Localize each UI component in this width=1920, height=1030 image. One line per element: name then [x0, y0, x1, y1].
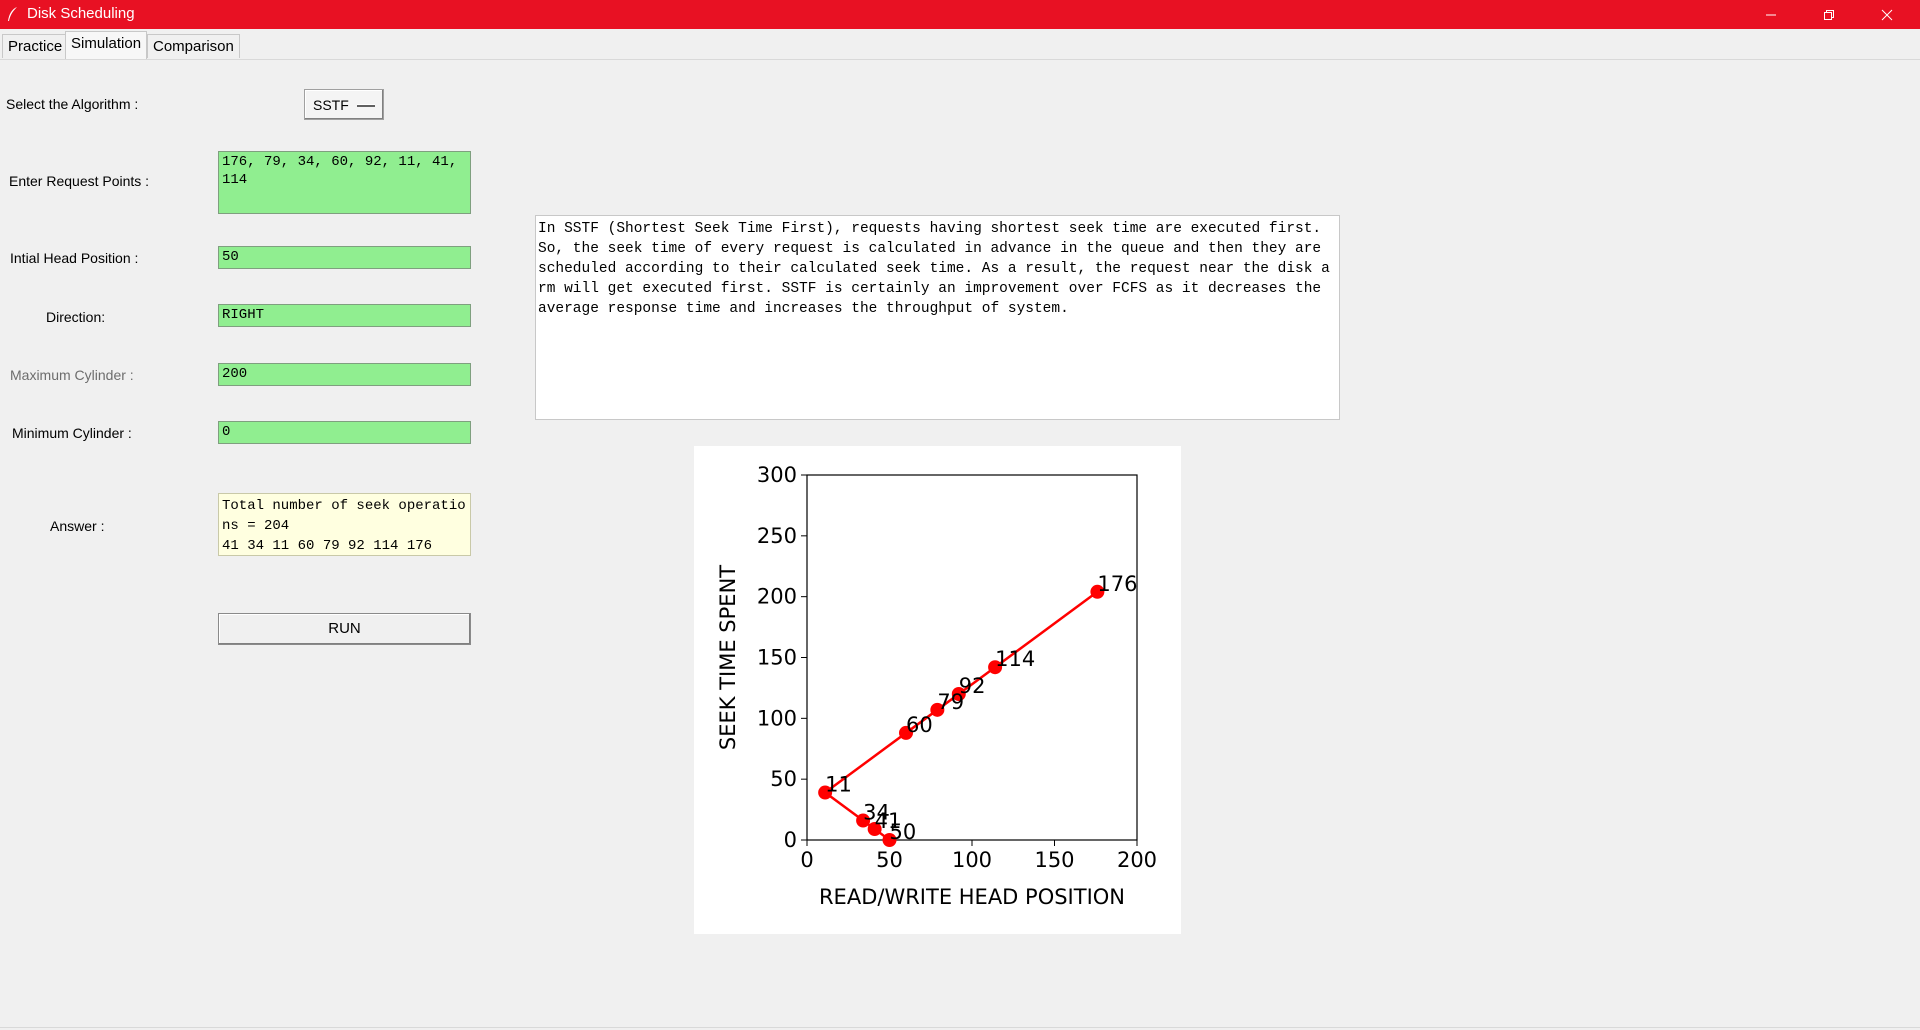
run-button[interactable]: RUN	[218, 613, 471, 645]
y-tick-label: 50	[770, 767, 797, 791]
data-label: 176	[1097, 572, 1137, 596]
data-point	[882, 833, 897, 847]
y-axis-label: SEEK TIME SPENT	[716, 565, 740, 750]
answer-label: Answer :	[50, 518, 105, 534]
answer-output: Total number of seek operations = 204 41…	[218, 493, 471, 556]
request-points-input[interactable]: 176, 79, 34, 60, 92, 11, 41, 114	[218, 151, 471, 214]
title-bar: Disk Scheduling	[0, 0, 1920, 29]
window-bottom-border	[0, 1027, 1920, 1028]
data-label: 79	[937, 690, 964, 714]
min-cylinder-input[interactable]: 0	[218, 421, 471, 444]
data-label: 41	[875, 809, 902, 833]
y-tick-label: 100	[757, 706, 797, 730]
x-axis-label: READ/WRITE HEAD POSITION	[819, 885, 1125, 909]
y-tick-label: 150	[757, 646, 797, 670]
minimize-button[interactable]	[1742, 0, 1800, 29]
data-point	[818, 785, 833, 800]
close-button[interactable]	[1858, 0, 1916, 29]
restore-button[interactable]	[1800, 0, 1858, 29]
head-position-label: Intial Head Position :	[10, 250, 139, 266]
direction-label: Direction:	[46, 309, 106, 325]
plot-frame	[806, 474, 1138, 841]
y-tick-label: 0	[784, 828, 797, 852]
data-point	[867, 822, 882, 837]
dropdown-indicator-icon	[357, 104, 375, 107]
data-label: 34	[863, 801, 890, 825]
request-points-label: Enter Request Points :	[9, 173, 150, 189]
data-label: 92	[959, 674, 986, 698]
x-tick-label: 50	[876, 848, 903, 872]
tab-simulation[interactable]: Simulation	[65, 31, 148, 59]
direction-input[interactable]: RIGHT	[218, 304, 471, 327]
x-tick-label: 150	[1034, 848, 1074, 872]
chart-panel: 0 50 100 150 200 0 50 100 150 200 250 300 READ/WRITE…	[694, 446, 1181, 934]
data-label: 11	[825, 773, 852, 797]
y-tick-label: 200	[757, 585, 797, 609]
tab-bar: Practice Simulation Comparison	[0, 29, 1920, 60]
max-cylinder-label: Maximum Cylinder :	[10, 367, 134, 383]
data-point	[988, 660, 1003, 675]
data-point	[899, 725, 913, 740]
algorithm-value: SSTF	[313, 97, 349, 113]
max-cylinder-input[interactable]: 200	[218, 363, 471, 386]
restore-icon	[1824, 9, 1834, 20]
tab-comparison[interactable]: Comparison	[147, 34, 240, 58]
data-point	[930, 702, 945, 717]
x-tick-label: 200	[1117, 848, 1157, 872]
data-point	[1090, 584, 1105, 599]
data-point	[856, 813, 871, 828]
feather-icon	[8, 7, 17, 21]
minimize-icon	[1766, 14, 1776, 15]
y-tick-label: 250	[757, 524, 797, 548]
data-label: 60	[906, 713, 933, 737]
x-tick-label: 100	[952, 848, 992, 872]
data-label: 50	[890, 820, 917, 844]
window-title: Disk Scheduling	[27, 5, 135, 22]
x-tick-label: 0	[800, 848, 813, 872]
data-point	[951, 687, 966, 701]
seek-time-chart: 0 50 100 150 200 0 50 100 150 200 250 300 READ/WRITE…	[716, 463, 1157, 909]
algorithm-description[interactable]: In SSTF (Shortest Seek Time First), requ…	[535, 215, 1340, 420]
data-label: 114	[995, 647, 1035, 671]
y-tick-label: 300	[757, 463, 797, 487]
head-position-input[interactable]: 50	[218, 246, 471, 269]
min-cylinder-label: Minimum Cylinder :	[12, 425, 132, 441]
close-icon	[1881, 9, 1893, 20]
algorithm-label: Select the Algorithm :	[6, 96, 139, 112]
tab-practice[interactable]: Practice	[2, 34, 69, 58]
algorithm-dropdown[interactable]: SSTF	[304, 89, 384, 120]
